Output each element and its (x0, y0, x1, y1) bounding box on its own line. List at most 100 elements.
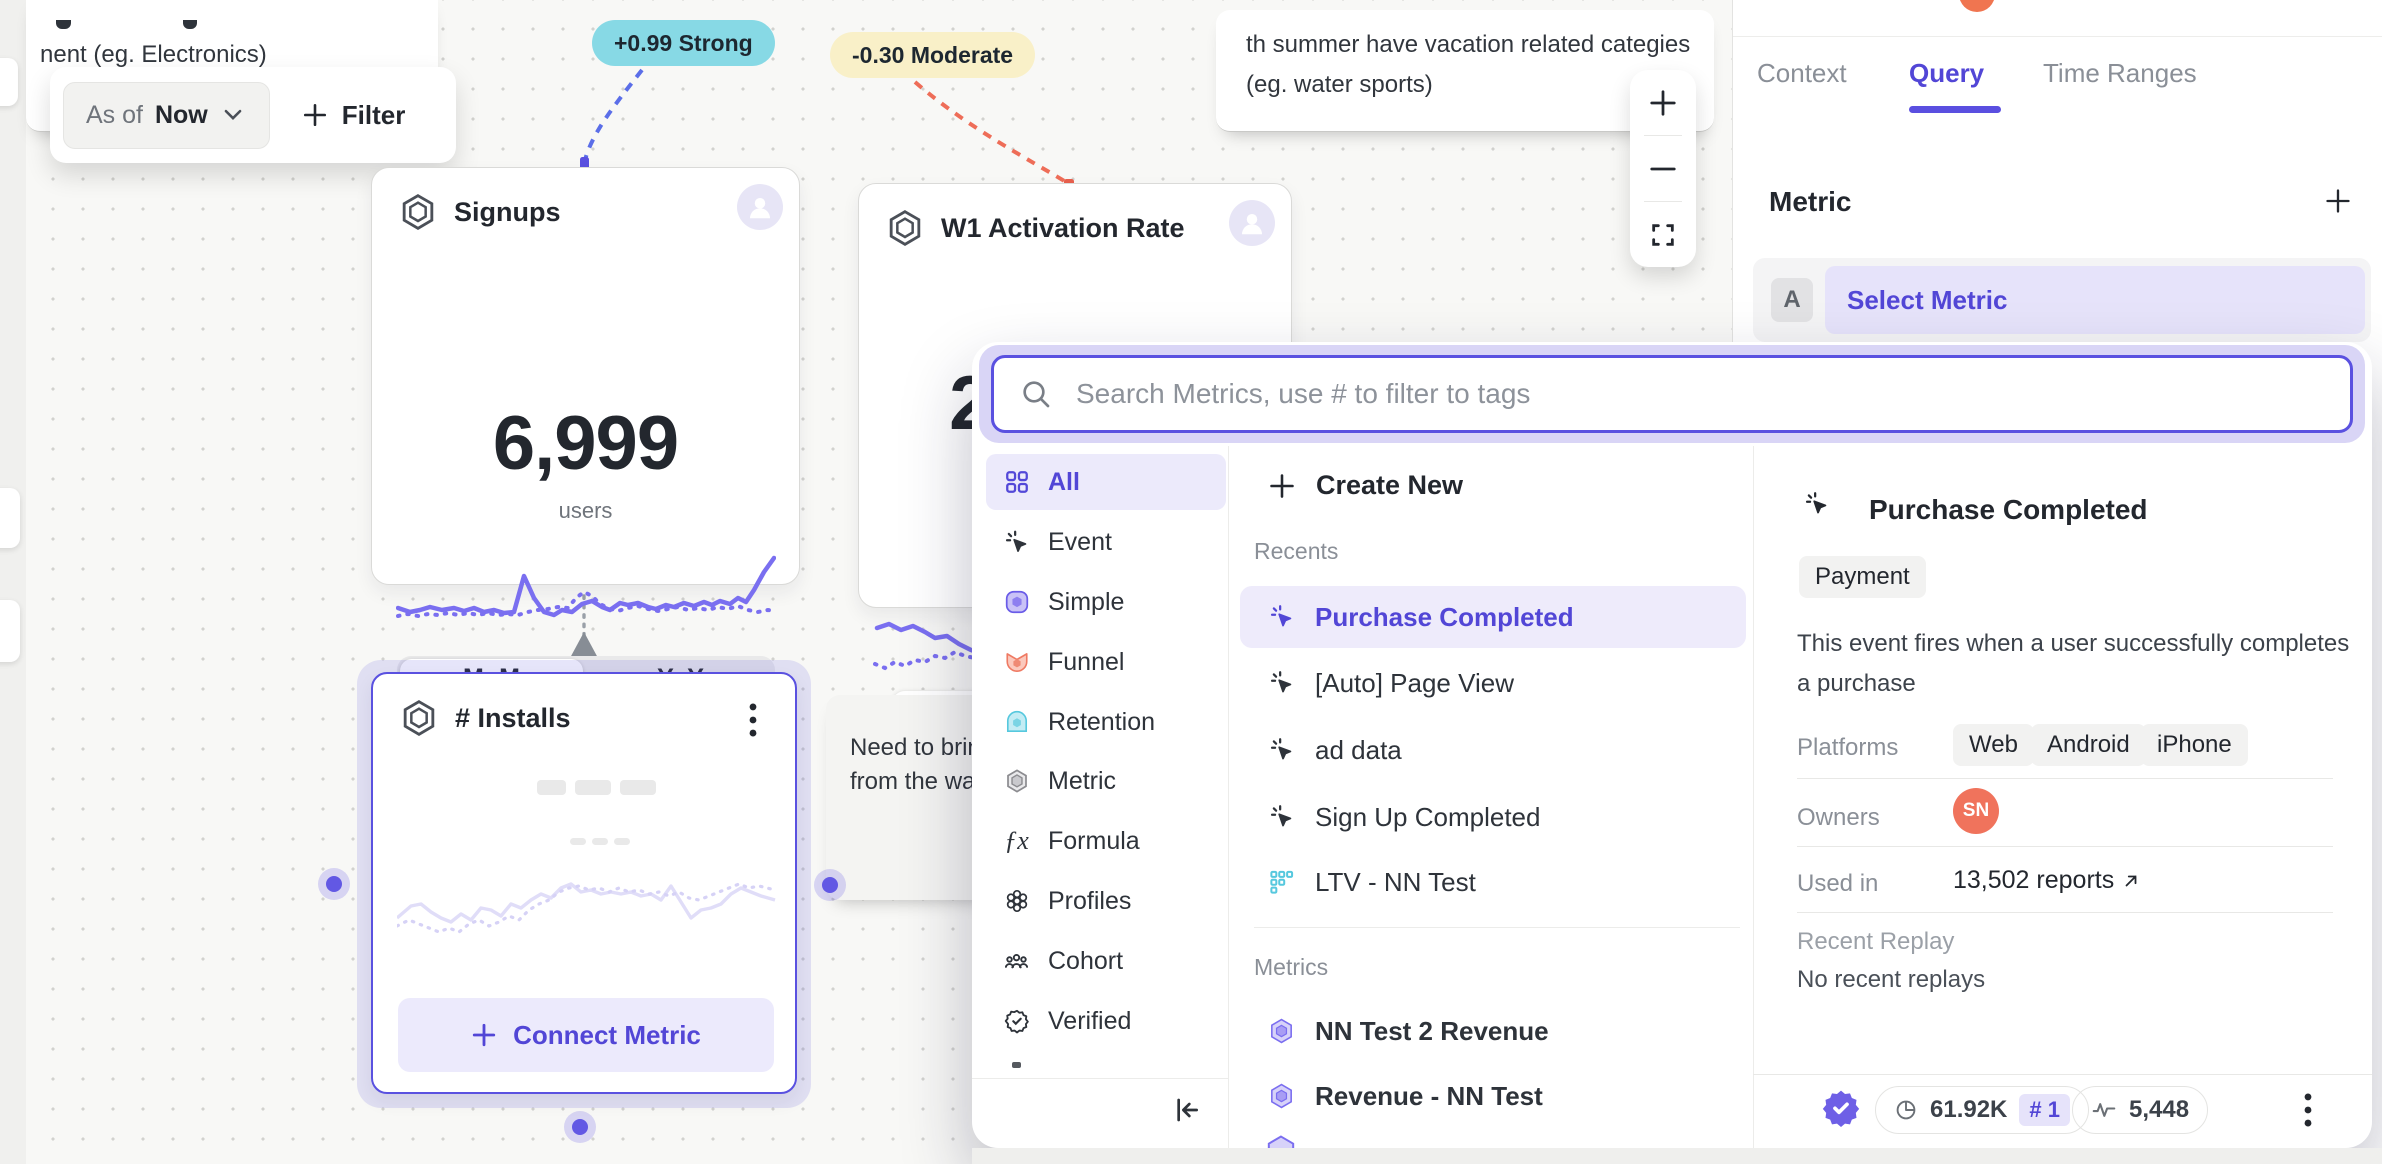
metric-card-installs[interactable]: # Installs Connect Metric (371, 672, 797, 1094)
tag-payment[interactable]: Payment (1799, 556, 1926, 598)
sticky-line-1: Need to brin (850, 734, 981, 761)
left-edge-button-top[interactable] (0, 58, 18, 106)
event-detail-pane: Purchase Completed Payment This event fi… (1753, 446, 2372, 1148)
filter-label: Filter (341, 99, 406, 130)
tab-context[interactable]: Context (1757, 58, 1847, 88)
category-funnel[interactable]: Funnel (986, 634, 1226, 690)
rank-badge: # 1 (2019, 1094, 2070, 1126)
sticky-line-2: (eg. water sports) (1246, 71, 1433, 98)
left-edge-button-low[interactable] (0, 600, 20, 662)
tab-time-ranges[interactable]: Time Ranges (2043, 58, 2197, 88)
kebab-menu-icon (749, 703, 757, 737)
anchor-handle-right[interactable] (822, 877, 838, 893)
add-filter-button[interactable]: Filter (302, 99, 406, 131)
create-new-button[interactable]: Create New (1268, 470, 1463, 501)
connect-metric-button[interactable]: Connect Metric (398, 998, 774, 1072)
add-metric-button[interactable] (2321, 184, 2355, 218)
category-simple[interactable]: Simple (986, 574, 1226, 630)
select-metric-field[interactable]: Select Metric (1825, 266, 2365, 334)
cohort-icon (1003, 948, 1030, 975)
sticky-note-need[interactable]: Need to brin from the wa (826, 695, 996, 900)
category-metric[interactable]: Metric (986, 753, 1226, 809)
skeleton-bar (537, 780, 566, 795)
grid-icon (1003, 469, 1030, 496)
zoom-controls (1630, 70, 1696, 267)
modal-menu-button[interactable] (2290, 1090, 2326, 1130)
profiles-icon (1003, 888, 1030, 915)
event-cursor-icon (1268, 670, 1295, 697)
correlation-badge-strong[interactable]: +0.99 Strong (592, 20, 775, 66)
page-bottom-strip (972, 1148, 2382, 1164)
as-of-dropdown[interactable]: As of Now (63, 81, 270, 149)
platform-android: Android (2031, 724, 2146, 766)
metric-item-revenue-nn-test[interactable]: Revenue - NN Test (1240, 1065, 1746, 1127)
total-count-pill[interactable]: 61.92K # 1 (1875, 1086, 2089, 1134)
event-cursor-icon (1268, 737, 1295, 764)
category-profiles[interactable]: Profiles (986, 873, 1226, 929)
minus-icon (1650, 167, 1676, 170)
search-input[interactable] (1074, 377, 2350, 411)
simple-icon (1003, 589, 1030, 616)
as-of-value: Now (154, 100, 208, 129)
owners-label: Owners (1797, 804, 1880, 831)
owner-avatar-sn[interactable]: SN (1953, 788, 1999, 834)
recent-replay-label: Recent Replay (1797, 928, 1955, 955)
category-event[interactable]: Event (986, 514, 1226, 570)
collapse-sidebar-button[interactable] (1166, 1090, 1206, 1130)
category-formula[interactable]: ƒx Formula (1004, 826, 1140, 855)
category-verified[interactable]: Verified (986, 993, 1226, 1049)
collapse-left-icon (1177, 1098, 1198, 1122)
skeleton-bar (575, 780, 611, 795)
event-cursor-icon (1268, 604, 1295, 631)
skeleton-dash (592, 838, 608, 845)
sticky-line-2: from the wa (850, 768, 976, 795)
skeleton-bar (620, 780, 656, 795)
plus-icon (472, 1023, 496, 1047)
detail-title: Purchase Completed (1869, 494, 2148, 525)
anchor-handle-left[interactable] (326, 876, 342, 892)
metric-picker-modal: All Event Simple Funnel Retention Metric… (972, 342, 2372, 1148)
purple-hexagon-icon (1268, 1018, 1295, 1045)
retention-icon (1003, 709, 1030, 736)
detail-description: This event fires when a user successfull… (1797, 630, 2350, 697)
as-of-label: As of (86, 100, 143, 129)
purple-hexagon-icon (1267, 1135, 1295, 1148)
category-all[interactable]: All (986, 454, 1226, 510)
metric-item-partial (1264, 1134, 1298, 1148)
zoom-in-button[interactable] (1630, 70, 1696, 135)
anchor-handle-bottom[interactable] (572, 1119, 588, 1135)
pie-chart-icon (1896, 1100, 1916, 1120)
metrics-section-label: Metrics (1254, 954, 1329, 980)
correlation-badge-moderate[interactable]: -0.30 Moderate (830, 32, 1036, 78)
used-in-label: Used in (1797, 870, 1879, 897)
hexagon-metric-icon (403, 700, 435, 736)
funnel-icon (1003, 649, 1030, 676)
fullscreen-icon (1652, 223, 1674, 246)
recent-item-ad-data[interactable]: ad data (1240, 719, 1746, 781)
hexagon-metric-icon (402, 194, 434, 230)
purple-hexagon-icon (1268, 1083, 1295, 1110)
sticky-line-1: th summer have vacation related categies (1246, 31, 1691, 58)
card-menu-button[interactable] (735, 700, 771, 740)
recent-item-auto-page-view[interactable]: [Auto] Page View (1240, 652, 1746, 714)
left-edge-button-mid[interactable] (0, 488, 20, 548)
fit-view-button[interactable] (1630, 202, 1696, 267)
metric-item-nn-test-2-revenue[interactable]: NN Test 2 Revenue (1240, 1000, 1746, 1062)
recent-item-ltv-nn-test[interactable]: LTV - NN Test (1240, 851, 1746, 913)
events-count-pill[interactable]: 5,448 (2072, 1086, 2209, 1134)
category-cohort[interactable]: Cohort (986, 933, 1226, 989)
verified-badge[interactable] (1821, 1088, 1861, 1133)
used-in-link[interactable]: 13,502 reports (1953, 866, 2140, 895)
category-retention[interactable]: Retention (986, 694, 1226, 750)
metric-card-signups[interactable]: Signups 6,999 users MoM ↑ 3% YoY ↑ 27.86… (371, 167, 800, 732)
card-title: # Installs (455, 702, 571, 733)
tab-query[interactable]: Query (1909, 58, 1985, 88)
verified-icon (1003, 1008, 1030, 1035)
plus-icon (1270, 473, 1294, 498)
avatar-coral[interactable] (1959, 0, 1995, 12)
zoom-out-button[interactable] (1630, 136, 1696, 201)
recent-item-sign-up-completed[interactable]: Sign Up Completed (1240, 786, 1746, 848)
kebab-menu-icon (2304, 1093, 2312, 1127)
recent-item-purchase-completed[interactable]: Purchase Completed (1240, 586, 1746, 648)
